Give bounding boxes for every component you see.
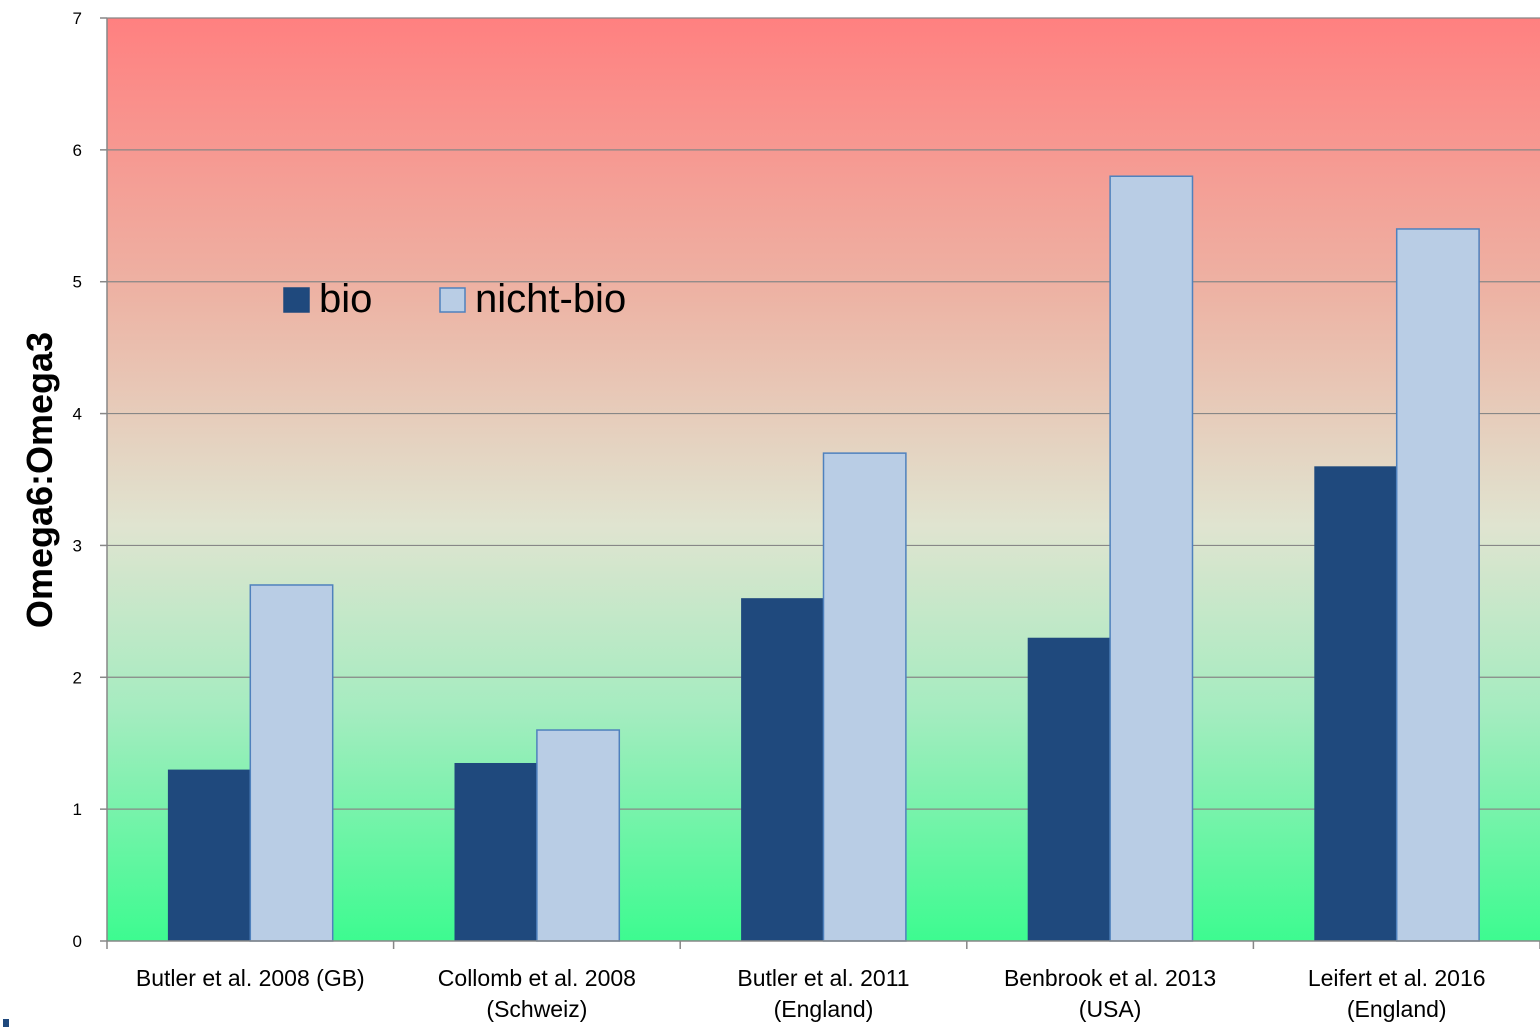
y-axis-label: Omega6:Omega3: [19, 332, 60, 628]
bar-bio: [741, 598, 824, 941]
x-category-label: Collomb et al. 2008: [438, 965, 636, 991]
slide-corner-mark: [3, 1019, 9, 1027]
x-category-label: Benbrook et al. 2013: [1004, 965, 1216, 991]
legend-label: nicht-bio: [475, 277, 626, 321]
bar-bio: [1027, 637, 1111, 941]
x-category-label: Leifert et al. 2016: [1308, 965, 1486, 991]
bar-bio: [1314, 466, 1397, 941]
x-category-label: (Schweiz): [486, 996, 587, 1022]
y-tick-label: 4: [73, 405, 82, 424]
x-category-label: (USA): [1079, 996, 1142, 1022]
y-tick-label: 7: [73, 9, 82, 28]
y-tick-label: 0: [73, 932, 82, 951]
bar-nicht-bio: [1109, 175, 1194, 942]
y-tick-label: 3: [73, 536, 82, 555]
x-category-label: Butler et al. 2011: [737, 965, 909, 991]
y-tick-label: 5: [73, 273, 82, 292]
x-category-label: (England): [1347, 996, 1447, 1022]
bar-nicht-bio: [536, 729, 621, 942]
legend-label: bio: [319, 277, 372, 321]
bar-bio: [167, 769, 251, 941]
x-category-label: (England): [774, 996, 874, 1022]
bar-nicht-bio: [1395, 228, 1480, 942]
bar-bio: [454, 762, 537, 941]
legend-swatch: [283, 287, 310, 313]
x-category-label: Butler et al. 2008 (GB): [136, 965, 365, 991]
y-tick-label: 6: [73, 141, 82, 160]
bar-nicht-bio: [822, 452, 907, 942]
legend-swatch: [439, 287, 466, 313]
y-tick-label: 2: [73, 668, 82, 687]
y-tick-label: 1: [73, 800, 82, 819]
bar-nicht-bio: [249, 584, 334, 942]
